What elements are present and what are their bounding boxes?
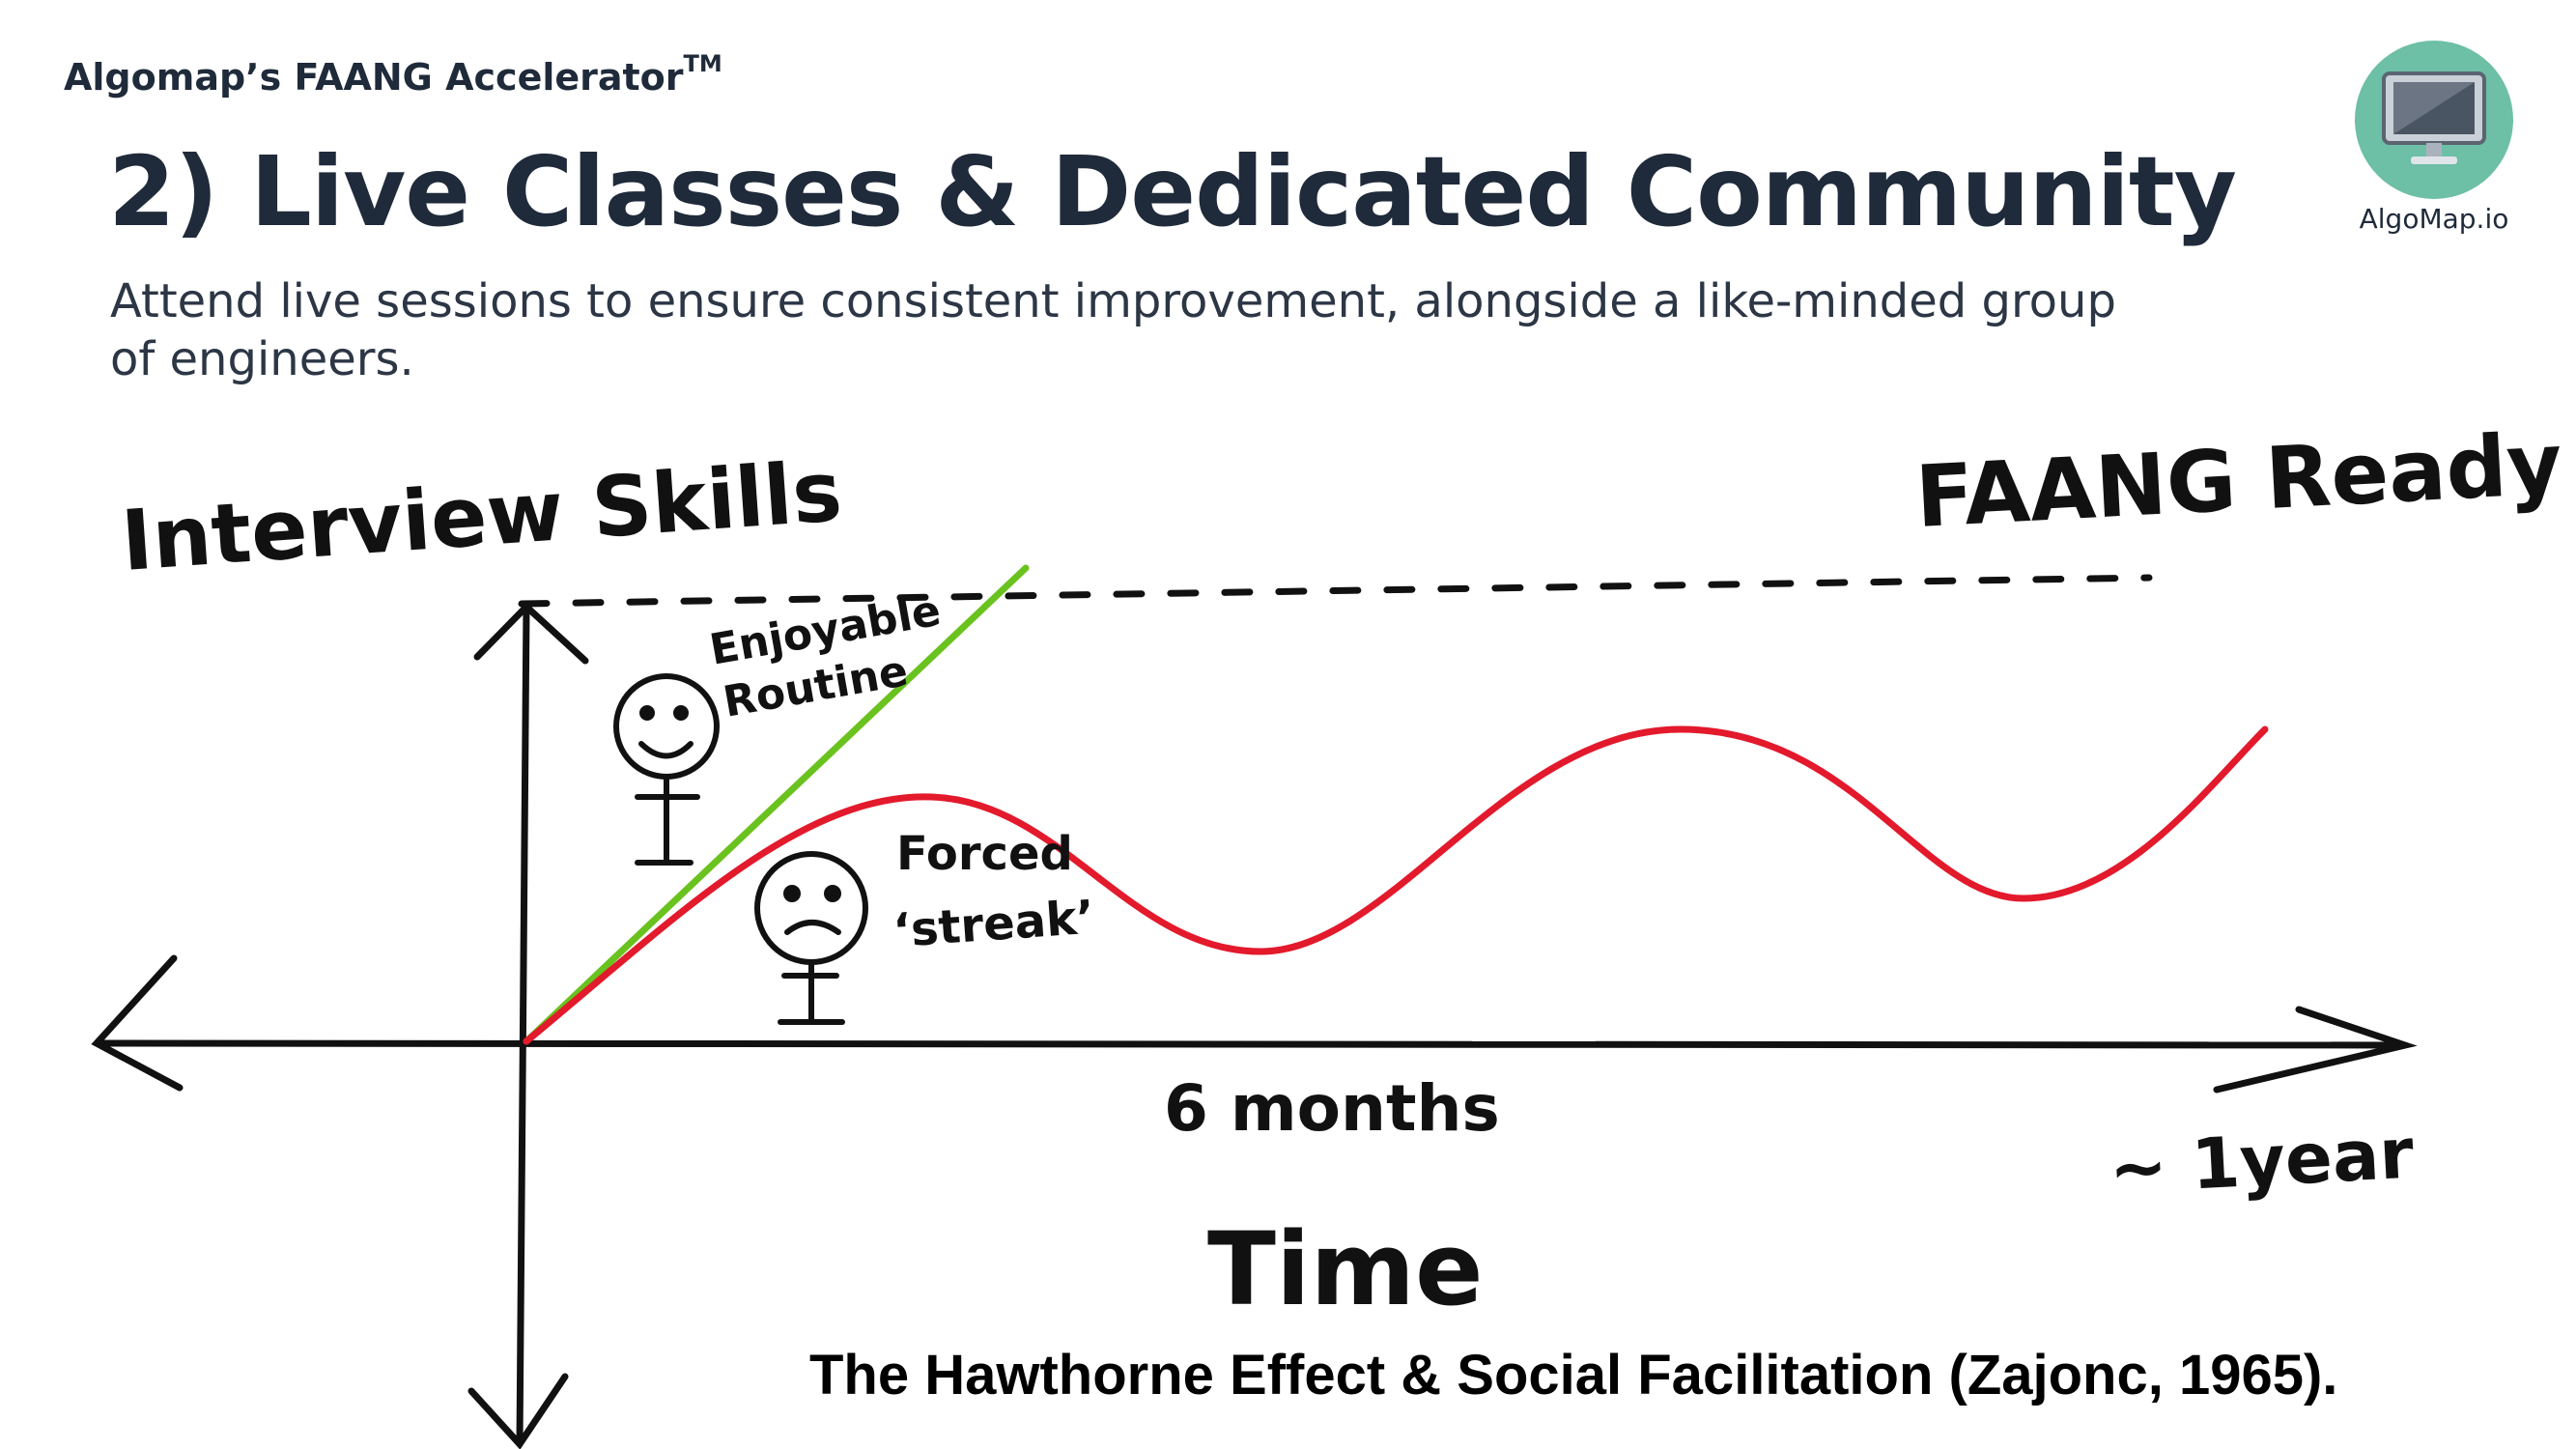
forced-label-line1: Forced: [896, 827, 1073, 881]
faang-ready-label: FAANG Ready: [1913, 413, 2564, 547]
page-title: 2) Live Classes & Dedicated Community: [108, 135, 2237, 248]
one-year-label: ~ 1year: [2107, 1113, 2416, 1209]
algomap-logo: [2355, 41, 2513, 199]
trademark-mark: TM: [683, 50, 722, 77]
brand-name: Algomap’s FAANG Accelerator: [64, 56, 684, 99]
logo-label: AlgoMap.io: [2359, 203, 2509, 235]
monitor-icon: [2382, 71, 2486, 164]
smiley-face-icon: [613, 673, 720, 866]
y-axis-arrow-down: [467, 1373, 569, 1449]
x-axis-arrow-left: [91, 954, 184, 1092]
citation: The Hawthorne Effect & Social Facilitati…: [809, 1344, 2338, 1406]
faang-ready-dashed-line: [518, 574, 2153, 608]
six-months-label: 6 months: [1164, 1071, 1500, 1146]
y-axis-label: Interview Skills: [118, 443, 844, 590]
enjoyable-routine-line: [523, 564, 1030, 1045]
forced-streak-curve: [523, 725, 2269, 1045]
y-axis-arrow-up: [473, 602, 589, 665]
x-axis-label: Time: [1207, 1210, 1484, 1328]
x-axis-arrow-right: [2213, 1006, 2418, 1094]
y-axis: [516, 606, 530, 1445]
streak-label-line2: ‘streak’: [892, 891, 1096, 958]
frowny-face-icon: [754, 851, 868, 1025]
brand-title: Algomap’s FAANG AcceleratorTM: [64, 50, 722, 99]
x-axis: [96, 1039, 2406, 1049]
page-subtitle: Attend live sessions to ensure consisten…: [110, 274, 2116, 386]
